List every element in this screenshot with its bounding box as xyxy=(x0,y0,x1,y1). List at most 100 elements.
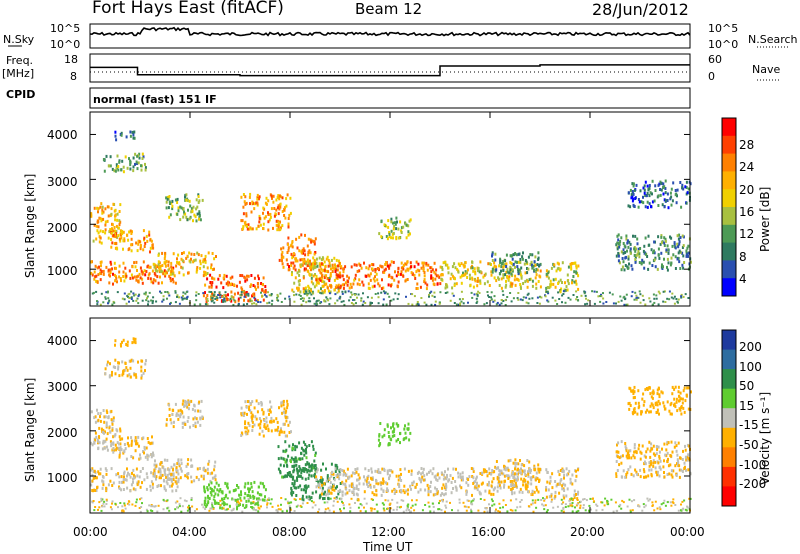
ground-scatter-cell xyxy=(152,296,155,299)
scatter-cell xyxy=(114,208,117,212)
scatter-cell xyxy=(457,475,460,479)
ground-scatter-cell xyxy=(338,297,341,300)
ground-scatter-cell xyxy=(671,501,674,504)
scatter-cell xyxy=(170,472,173,476)
scatter-cell xyxy=(281,411,284,415)
scatter-cell xyxy=(128,373,131,377)
scatter-cell xyxy=(635,451,638,455)
scatter-cell xyxy=(558,491,561,495)
ground-scatter-cell xyxy=(556,505,559,508)
scatter-cell xyxy=(246,494,249,498)
scatter-cell xyxy=(402,225,405,229)
ground-scatter-cell xyxy=(420,297,423,299)
ground-scatter-cell xyxy=(479,498,482,500)
scatter-cell xyxy=(393,225,396,228)
ground-scatter-cell xyxy=(470,291,473,294)
ground-scatter-cell xyxy=(128,500,131,503)
ground-scatter-cell xyxy=(562,507,565,510)
scatter-cell xyxy=(423,274,426,278)
scatter-cell xyxy=(476,279,479,283)
scatter-cell xyxy=(295,463,298,467)
scatter-cell xyxy=(197,253,200,257)
ground-scatter-cell xyxy=(105,503,108,505)
scatter-cell xyxy=(416,282,419,286)
ground-scatter-cell xyxy=(569,298,572,301)
scatter-cell xyxy=(185,215,188,219)
scatter-cell xyxy=(97,412,100,416)
scatter-cell xyxy=(165,476,168,479)
ground-scatter-cell xyxy=(449,501,451,504)
ground-scatter-cell xyxy=(477,290,480,293)
scatter-cell xyxy=(185,403,188,407)
scatter-cell xyxy=(285,458,288,462)
scatter-cell xyxy=(348,475,351,479)
scatter-cell xyxy=(255,227,258,231)
scatter-cell xyxy=(204,254,207,258)
scatter-cell xyxy=(112,450,115,454)
ground-scatter-cell xyxy=(293,498,296,501)
scatter-cell xyxy=(290,491,293,495)
scatter-cell xyxy=(350,285,353,289)
scatter-cell xyxy=(118,453,121,457)
scatter-cell xyxy=(253,480,256,484)
scatter-cell xyxy=(469,283,472,287)
ground-scatter-cell xyxy=(164,291,167,293)
ground-scatter-cell xyxy=(325,296,328,299)
scatter-cell xyxy=(659,467,662,471)
scatter-cell xyxy=(291,288,294,292)
ground-scatter-cell xyxy=(260,505,262,508)
scatter-cell xyxy=(402,489,405,493)
scatter-cell xyxy=(240,490,242,494)
scatter-cell xyxy=(211,476,214,480)
scatter-cell xyxy=(627,453,630,457)
scatter-cell xyxy=(215,285,218,289)
scatter-cell xyxy=(537,256,540,260)
scatter-cell xyxy=(310,268,312,272)
scatter-cell xyxy=(400,231,403,234)
scatter-cell xyxy=(680,397,682,401)
scatter-cell xyxy=(138,475,141,479)
scatter-cell xyxy=(635,470,638,474)
scatter-cell xyxy=(217,483,220,487)
scatter-cell xyxy=(137,239,140,243)
scatter-cell xyxy=(420,467,423,470)
scatter-cell xyxy=(92,469,95,473)
scatter-cell xyxy=(651,396,654,400)
scatter-cell xyxy=(280,404,283,408)
scatter-cell xyxy=(301,258,304,261)
scatter-cell xyxy=(267,408,270,412)
scatter-cell xyxy=(256,299,259,303)
scatter-cell xyxy=(112,447,115,451)
scatter-cell xyxy=(674,189,677,192)
scatter-cell xyxy=(161,251,164,255)
scatter-cell xyxy=(687,244,690,248)
scatter-cell xyxy=(368,481,370,485)
scatter-cell xyxy=(141,281,144,285)
ground-scatter-cell xyxy=(672,498,675,501)
scatter-cell xyxy=(315,490,318,494)
scatter-cell xyxy=(677,256,680,260)
ground-scatter-cell xyxy=(616,509,619,512)
scatter-cell xyxy=(330,491,333,495)
scatter-cell xyxy=(515,478,517,482)
scatter-cell xyxy=(353,263,356,267)
scatter-cell xyxy=(667,261,670,265)
scatter-cell xyxy=(189,204,192,208)
scatter-cell xyxy=(198,217,200,221)
scatter-cell xyxy=(577,492,579,496)
ground-scatter-cell xyxy=(442,498,444,501)
scatter-cell xyxy=(126,486,129,490)
scatter-cell xyxy=(141,467,144,470)
scatter-cell xyxy=(305,260,308,264)
ground-scatter-cell xyxy=(270,293,273,295)
ground-scatter-cell xyxy=(208,509,211,512)
scatter-cell xyxy=(569,262,572,266)
scatter-cell xyxy=(429,469,432,473)
scatter-cell xyxy=(529,476,532,480)
ground-scatter-cell xyxy=(472,499,475,502)
scatter-cell xyxy=(619,455,622,459)
ground-scatter-cell xyxy=(145,508,148,511)
scatter-cell xyxy=(666,199,669,202)
scatter-cell xyxy=(283,464,285,468)
scatter-cell xyxy=(395,237,398,241)
